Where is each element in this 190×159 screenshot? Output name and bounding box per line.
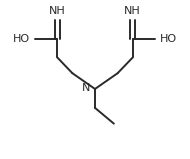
Text: NH: NH — [49, 6, 66, 16]
Text: HO: HO — [13, 34, 30, 44]
Text: HO: HO — [160, 34, 177, 44]
Text: NH: NH — [124, 6, 141, 16]
Text: N: N — [82, 83, 90, 93]
